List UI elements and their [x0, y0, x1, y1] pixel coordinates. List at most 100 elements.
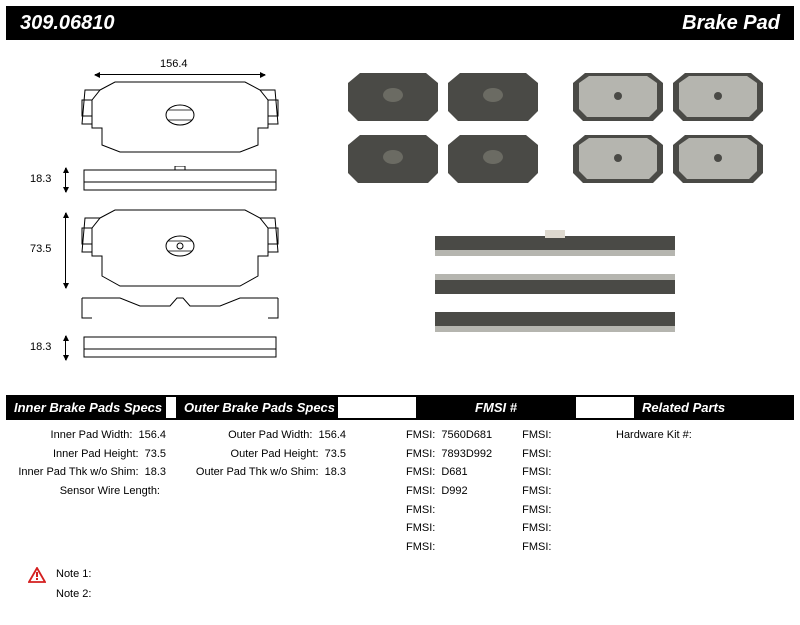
spec-value [551, 538, 557, 557]
table-row: Outer Pad Thk w/o Shim:18.3 [176, 463, 346, 482]
photo-renderings [330, 58, 780, 385]
pads-front-photo [338, 63, 548, 193]
pad-bottom-face-drawing [80, 208, 280, 293]
spec-label: Inner Pad Width: [51, 426, 133, 445]
spec-value: 7893D992 [435, 445, 492, 464]
spec-heading-row: Inner Brake Pads Specs Outer Brake Pads … [6, 395, 794, 420]
notes-region: Note 1: Note 2: [28, 565, 91, 605]
notes-text: Note 1: Note 2: [56, 565, 91, 605]
table-row: Outer Pad Height:73.5 [176, 445, 346, 464]
spec-label: Outer Pad Thk w/o Shim: [196, 463, 319, 482]
spec-value [551, 426, 557, 445]
technical-diagram: 156.4 18.3 73.5 18.3 [10, 58, 310, 378]
spec-label: FMSI: [522, 519, 551, 538]
table-row: FMSI: [406, 501, 492, 520]
spec-value: 18.3 [319, 463, 346, 482]
warning-icon [28, 567, 46, 583]
table-row: Inner Pad Width:156.4 [6, 426, 166, 445]
table-row: FMSI: [522, 519, 557, 538]
spec-value [551, 463, 557, 482]
spec-value: 73.5 [319, 445, 346, 464]
spec-value [435, 538, 441, 557]
table-row: FMSI:D992 [406, 482, 492, 501]
spec-label: FMSI: [406, 519, 435, 538]
spec-label: FMSI: [406, 501, 435, 520]
pad-edge1-drawing [80, 166, 280, 196]
spec-label: FMSI: [522, 482, 551, 501]
fmsi-subcol-2: FMSI: FMSI: FMSI: FMSI: FMSI: FMSI: FMSI… [522, 426, 557, 557]
table-row: FMSI: [522, 463, 557, 482]
spec-value [692, 426, 698, 445]
spec-label: FMSI: [522, 426, 551, 445]
table-row: Sensor Wire Length: [6, 482, 166, 501]
bracket-drawing [80, 296, 280, 326]
table-row: FMSI:D681 [406, 463, 492, 482]
spec-value [551, 482, 557, 501]
table-row: FMSI:7560D681 [406, 426, 492, 445]
spec-value: 18.3 [139, 463, 166, 482]
related-parts-col: Hardware Kit #: [616, 426, 794, 557]
spec-label: FMSI: [522, 538, 551, 557]
header-bar: 309.06810 Brake Pad [6, 6, 794, 40]
table-row: FMSI:7893D992 [406, 445, 492, 464]
table-row: FMSI: [406, 519, 492, 538]
spec-label: FMSI: [406, 463, 435, 482]
inner-specs-col: Inner Pad Width:156.4 Inner Pad Height:7… [6, 426, 176, 557]
spec-label: FMSI: [406, 538, 435, 557]
spec-label: Hardware Kit #: [616, 426, 692, 445]
pads-back-photo [563, 63, 773, 193]
note-2: Note 2: [56, 585, 91, 605]
spec-value: D681 [435, 463, 467, 482]
dim-height-label: 73.5 [30, 243, 51, 255]
figures-region: 156.4 18.3 73.5 18.3 [0, 40, 800, 395]
spec-value: 156.4 [312, 426, 346, 445]
table-row: FMSI: [406, 538, 492, 557]
table-row: FMSI: [522, 538, 557, 557]
spec-label: FMSI: [406, 482, 435, 501]
part-number: 309.06810 [20, 12, 115, 35]
spec-value [551, 519, 557, 538]
spec-label: FMSI: [522, 501, 551, 520]
dim-width-label: 156.4 [160, 58, 188, 70]
spec-label: FMSI: [522, 463, 551, 482]
spec-value: 73.5 [139, 445, 166, 464]
fmsi-col: FMSI:7560D681 FMSI:7893D992 FMSI:D681 FM… [356, 426, 616, 557]
fmsi-heading: FMSI # [416, 397, 576, 418]
spec-value: 156.4 [132, 426, 166, 445]
dim-thk2-arrow [65, 336, 66, 360]
table-row: Outer Pad Width:156.4 [176, 426, 346, 445]
dim-thk1-label: 18.3 [30, 173, 51, 185]
note-1: Note 1: [56, 565, 91, 585]
table-row: Inner Pad Height:73.5 [6, 445, 166, 464]
inner-specs-heading: Inner Brake Pads Specs [6, 397, 166, 418]
spec-label: Sensor Wire Length: [60, 482, 160, 501]
edge-view-2 [425, 268, 685, 298]
spec-value [551, 445, 557, 464]
spec-label: Outer Pad Width: [228, 426, 312, 445]
product-title: Brake Pad [682, 12, 780, 35]
spec-value [435, 501, 441, 520]
photo-row-top [330, 58, 780, 198]
spec-label: Inner Pad Height: [53, 445, 139, 464]
related-parts-heading: Related Parts [634, 397, 794, 418]
spec-label: Inner Pad Thk w/o Shim: [18, 463, 138, 482]
spec-value: 7560D681 [435, 426, 492, 445]
dim-width-arrow [95, 74, 265, 75]
spec-label: Outer Pad Height: [231, 445, 319, 464]
outer-specs-col: Outer Pad Width:156.4 Outer Pad Height:7… [176, 426, 356, 557]
spec-value [551, 501, 557, 520]
dim-thk1-arrow [65, 168, 66, 192]
spec-value: D992 [435, 482, 467, 501]
outer-specs-heading: Outer Brake Pads Specs [176, 397, 338, 418]
spec-value [435, 519, 441, 538]
table-row: Hardware Kit #: [616, 426, 784, 445]
table-row: FMSI: [522, 501, 557, 520]
edge-view-1 [425, 230, 685, 260]
table-row: FMSI: [522, 445, 557, 464]
table-row: FMSI: [522, 426, 557, 445]
pad-edge2-drawing [80, 333, 280, 363]
spec-value [160, 482, 166, 501]
dim-thk2-label: 18.3 [30, 341, 51, 353]
spec-label: FMSI: [406, 426, 435, 445]
fmsi-subcol-1: FMSI:7560D681 FMSI:7893D992 FMSI:D681 FM… [406, 426, 492, 557]
